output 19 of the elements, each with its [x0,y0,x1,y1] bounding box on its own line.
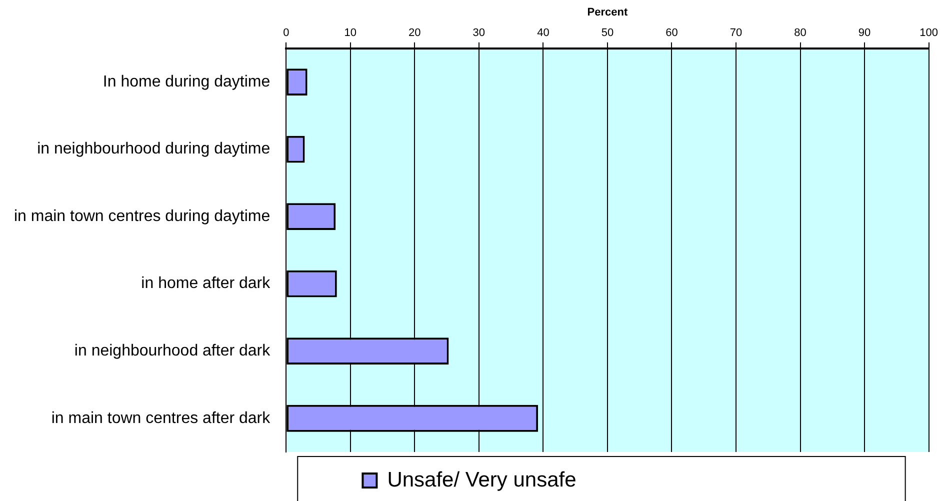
y-tick-label: in neighbourhood after dark [74,342,272,360]
legend-label: Unsafe/ Very unsafe [387,468,576,492]
y-tick-label: in main town centres during daytime [14,208,270,225]
x-tick-label: 60 [666,26,678,39]
x-tick-label: 90 [858,26,871,39]
y-tick-label: in main town centres after dark [51,410,272,427]
x-tick-label: 40 [537,26,550,39]
y-tick-label: in home after dark [141,275,272,292]
x-tick-label: 50 [601,26,614,39]
x-tick-label: 20 [408,26,421,39]
y-tick-label: in neighbourhood during daytime [37,140,270,158]
x-tick-label: 0 [283,26,290,39]
x-tick-label: 70 [730,26,742,39]
x-tick-label: 10 [344,26,357,39]
x-axis-title: Percent [587,6,628,19]
x-tick-label: 100 [920,26,938,39]
y-tick-label: In home during daytime [102,73,270,90]
x-tick-label: 80 [794,26,806,39]
x-tick-label: 30 [472,26,486,39]
